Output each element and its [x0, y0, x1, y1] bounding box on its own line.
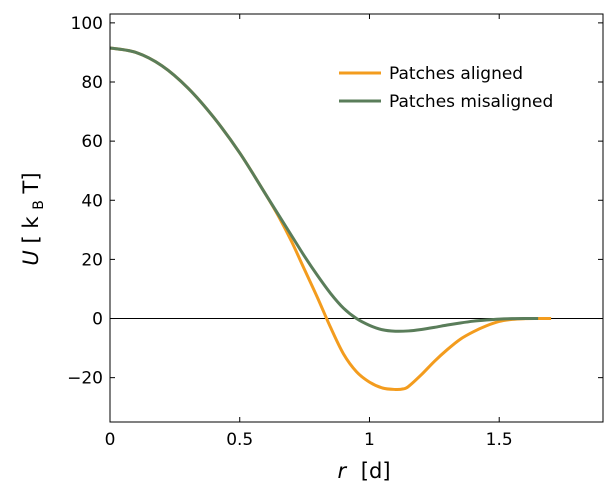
x-tick-label: 0	[105, 430, 116, 450]
x-tick-label: 1	[364, 430, 375, 450]
y-axis-unit-tail: T]	[19, 172, 43, 194]
y-tick-label: 100	[71, 14, 103, 34]
x-axis-var: r	[337, 459, 347, 483]
y-tick-label: −20	[67, 369, 103, 389]
y-tick-label: 40	[81, 191, 103, 211]
x-tick-label: 1.5	[486, 430, 513, 450]
x-axis: 0 0.5 1 1.5	[105, 14, 513, 450]
plot-frame	[109, 13, 604, 423]
y-axis: −20 0 20 40 60 80 100	[67, 14, 603, 389]
x-tick-label: 0.5	[226, 430, 253, 450]
legend: Patches aligned Patches misaligned	[339, 64, 553, 112]
x-axis-label: r [d]	[337, 459, 390, 483]
legend-label-misaligned: Patches misaligned	[389, 92, 553, 112]
series-line-misaligned	[110, 46, 539, 333]
y-axis-var: U	[19, 250, 43, 265]
legend-label-aligned: Patches aligned	[389, 64, 523, 84]
y-axis-bracket: [	[19, 235, 43, 243]
y-tick-label: 80	[81, 73, 103, 93]
y-tick-label: 0	[92, 310, 103, 330]
y-tick-label: 20	[81, 250, 103, 270]
series-layer	[110, 46, 552, 392]
y-tick-label: 60	[81, 132, 103, 152]
y-axis-unit-main: k	[19, 216, 43, 229]
y-axis-unit-sub: B	[31, 200, 47, 210]
y-axis-label: U [ k B T]	[19, 172, 48, 265]
x-axis-unit: [d]	[361, 459, 391, 483]
